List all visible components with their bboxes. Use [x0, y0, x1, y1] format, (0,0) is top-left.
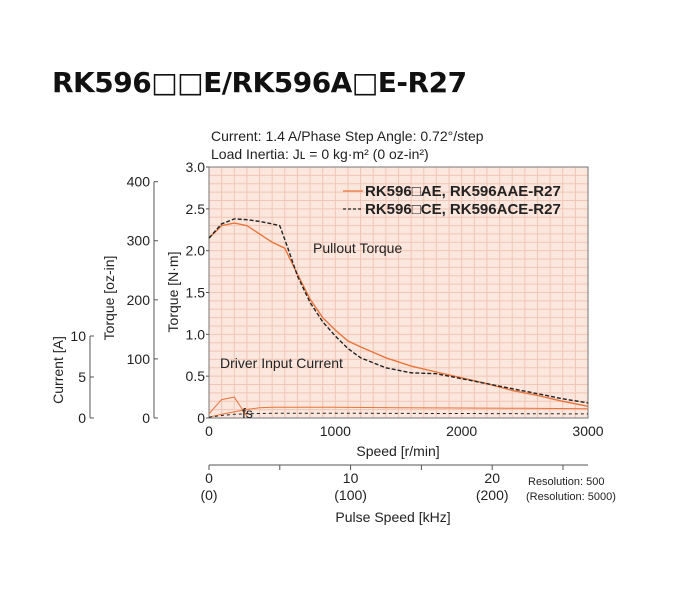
oz-in-tick-label: 0: [142, 410, 150, 426]
y-tick-label: 1.0: [186, 326, 206, 342]
torque-line-ce: [208, 218, 589, 404]
page-title: RK596□□E/RK596A□E-R27: [52, 66, 467, 99]
fs-curve: [208, 396, 248, 417]
pulse-tick-label-alt: (0): [200, 487, 217, 503]
oz-in-tick-label: 100: [127, 351, 151, 367]
annotation-pullout-torque: Pullout Torque: [313, 240, 402, 256]
annotation-fs: fs: [242, 405, 253, 421]
x-tick-label: 0: [205, 423, 213, 439]
x-tick-label: 1000: [320, 423, 351, 439]
y-axis-label-nm: Torque [N·m]: [165, 252, 181, 333]
y-tick-label: 2.0: [186, 243, 206, 259]
oz-in-tick-label: 200: [127, 292, 151, 308]
y-tick-label: 1.5: [186, 285, 206, 301]
legend-label-ae: RK596□AE, RK596AAE-R27: [365, 183, 561, 200]
oz-in-tick-label: 300: [127, 233, 151, 249]
oz-in-tick-label: 400: [127, 174, 151, 190]
resolution-note: Resolution: 500: [528, 476, 604, 488]
conditions-line-1: Current: 1.4 A/Phase Step Angle: 0.72°/s…: [211, 128, 484, 144]
pulse-tick-label-alt: (100): [334, 487, 367, 503]
pulse-tick-label: 10: [343, 470, 359, 486]
y-tick-label: 0: [197, 410, 205, 426]
y-axis-label-current: Current [A]: [50, 336, 66, 404]
x-tick-label: 3000: [572, 423, 603, 439]
torque-line-ae: [208, 222, 589, 407]
current-line-ae: [208, 406, 589, 418]
current-tick-label: 5: [78, 369, 86, 385]
plot-area: 00.51.01.52.02.53.00 1000 2000 300001002003…: [70, 159, 603, 503]
resolution-note-alt: (Resolution: 5000): [526, 491, 616, 503]
y-axis-label-oz-in: Torque [oz-in]: [101, 256, 117, 341]
annotation-driver-input-current: Driver Input Current: [220, 355, 343, 371]
pulse-tick-label-alt: (200): [476, 487, 509, 503]
x-axis-label-pulse: Pulse Speed [kHz]: [335, 509, 450, 525]
pulse-tick-label: 20: [484, 470, 500, 486]
x-axis-label-speed: Speed [r/min]: [356, 443, 439, 459]
y-tick-label: 2.5: [186, 201, 206, 217]
legend-label-ce: RK596□CE, RK596ACE-R27: [365, 201, 561, 218]
pulse-tick-label: 0: [205, 470, 213, 486]
conditions-line-2: Load Inertia: Jʟ = 0 kg·m² (0 oz-in²): [211, 146, 429, 162]
current-tick-label: 0: [78, 410, 86, 426]
y-tick-label: 0.5: [186, 368, 206, 384]
y-tick-label: 3.0: [186, 159, 206, 175]
x-tick-label: 2000: [446, 423, 477, 439]
current-tick-label: 10: [70, 328, 86, 344]
